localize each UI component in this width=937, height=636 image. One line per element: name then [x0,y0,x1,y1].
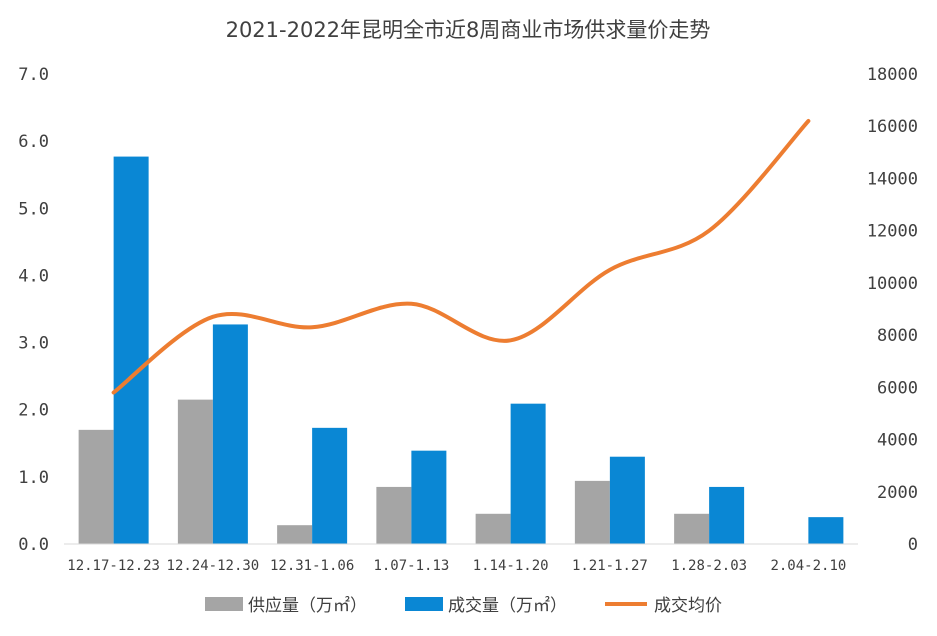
legend-supply-label: 供应量（万㎡） [248,596,367,616]
y-left-tick-label: 2.0 [18,401,49,421]
avg-price-line [111,119,811,395]
supply-bar [376,486,412,544]
x-tick-label: 1.14-1.20 [473,558,549,574]
supply-bar [177,399,213,544]
y-right-tick-label: 2000 [877,483,918,503]
transaction-bar [510,403,546,544]
x-tick-label: 1.28-2.03 [671,558,747,574]
transaction-bar [808,517,844,544]
transaction-bar [212,324,248,544]
legend-avg-price-label: 成交均价 [654,596,722,616]
x-tick-label: 1.21-1.27 [572,558,648,574]
y-left-tick-label: 7.0 [18,65,49,85]
chart-title: 2021-2022年昆明全市近8周商业市场供求量价走势 [226,18,711,42]
x-tick-label: 12.31-1.06 [270,558,354,574]
y-left-tick-label: 5.0 [18,199,49,219]
x-axis: 12.17-12.23 12.24-12.30 12.31-1.06 1.07-1.1… [67,558,846,574]
x-tick-label: 1.07-1.13 [373,558,449,574]
y-axis-left: 0.0 1.0 2.0 3.0 4.0 5.0 6.0 7.0 [18,65,49,555]
y-right-tick-label: 10000 [867,274,918,294]
supply-bar [277,525,313,544]
legend-supply-swatch [205,597,243,611]
transaction-bar [709,486,745,544]
y-right-tick-label: 8000 [877,326,918,346]
y-left-tick-label: 6.0 [18,132,49,152]
legend: 供应量（万㎡） 成交量（万㎡） 成交均价 [205,596,722,616]
supply-bar [674,513,710,544]
y-right-tick-label: 6000 [877,378,918,398]
legend-transaction-label: 成交量（万㎡） [448,596,567,616]
supply-bar [475,513,511,544]
supply-bar [574,480,610,544]
transaction-bar [411,450,447,544]
legend-transaction-swatch [405,597,443,611]
transaction-bar [312,427,348,544]
y-left-tick-label: 0.0 [18,535,49,555]
y-right-tick-label: 0 [908,535,918,555]
bars-group [78,156,844,545]
y-right-tick-label: 14000 [867,169,918,189]
y-axis-right: 0 2000 4000 6000 8000 10000 12000 14000 16000 180… [867,65,918,555]
y-right-tick-label: 16000 [867,117,918,137]
x-tick-label: 2.04-2.10 [770,558,846,574]
y-left-tick-label: 1.0 [18,468,49,488]
y-right-tick-label: 4000 [877,431,918,451]
y-right-tick-label: 18000 [867,65,918,85]
line-group [111,119,811,395]
y-left-tick-label: 3.0 [18,334,49,354]
y-left-tick-label: 4.0 [18,266,49,286]
supply-bar [78,429,114,544]
transaction-bar [113,156,149,545]
x-tick-label: 12.17-12.23 [67,558,160,574]
transaction-bar [609,456,645,544]
x-tick-label: 12.24-12.30 [167,558,260,574]
y-right-tick-label: 12000 [867,222,918,242]
